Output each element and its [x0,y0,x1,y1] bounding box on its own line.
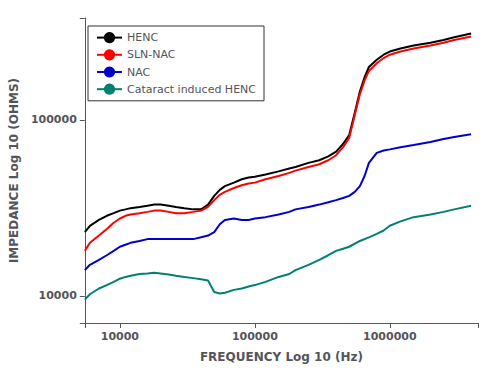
svg-text:IMPEDANCE Log 10 (OHMS): IMPEDANCE Log 10 (OHMS) [7,78,21,263]
svg-text:10000: 10000 [101,330,140,343]
svg-text:Cataract induced HENC: Cataract induced HENC [127,83,256,96]
svg-text:100000: 100000 [31,113,77,126]
svg-text:HENC: HENC [127,31,158,44]
svg-text:100000: 100000 [232,330,278,343]
svg-text:1000000: 1000000 [363,330,417,343]
svg-text:NAC: NAC [127,66,151,79]
svg-text:10000: 10000 [39,289,78,302]
svg-text:SLN-NAC: SLN-NAC [127,48,176,61]
svg-text:FREQUENCY Log 10 (Hz): FREQUENCY Log 10 (Hz) [200,350,363,364]
